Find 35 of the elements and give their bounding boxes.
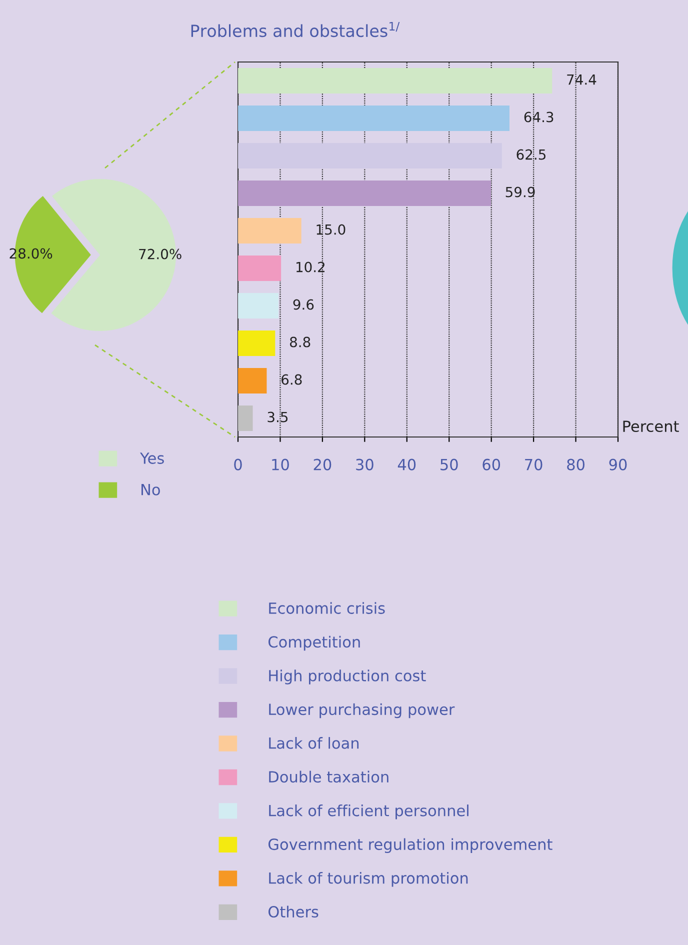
legend-label: Lack of tourism promotion xyxy=(269,872,468,887)
chart-title: Problems and obstacles$^{1/}$ xyxy=(191,22,400,38)
data-label: 72.0% xyxy=(139,248,182,260)
legend-label: Lower purchasing power xyxy=(269,703,455,718)
legend-label: High production cost xyxy=(269,670,426,684)
x-tick-label: 0 xyxy=(234,458,242,470)
x-tick-label: 10 xyxy=(272,458,289,470)
x-tick-label: 30 xyxy=(356,458,374,470)
x-axis-title: Percent xyxy=(623,420,679,432)
x-tick-label: 80 xyxy=(567,458,584,470)
x-tick-label: 20 xyxy=(314,458,332,470)
data-label: 9.6 xyxy=(293,299,314,310)
legend-label: Yes xyxy=(140,452,164,464)
x-tick-label: 70 xyxy=(525,458,542,470)
data-label: 74.4 xyxy=(567,74,596,85)
data-label: 62.5 xyxy=(516,149,546,160)
data-label: 59.9 xyxy=(506,186,535,198)
legend-label: Government regulation improvement xyxy=(268,838,552,854)
x-tick-label: 60 xyxy=(482,458,500,470)
x-tick-label: 50 xyxy=(440,458,458,470)
legend-label: Others xyxy=(268,906,318,918)
data-label: 6.8 xyxy=(282,374,302,385)
x-tick-label: 90 xyxy=(609,458,627,470)
legend-label: Competition xyxy=(268,636,360,651)
data-label: 10.2 xyxy=(296,262,324,272)
data-label: 3.5 xyxy=(268,412,288,422)
data-label: 8.8 xyxy=(290,336,310,348)
legend-label: No xyxy=(142,484,160,496)
legend-label: Double taxation xyxy=(269,770,388,783)
legend-label: Economic crisis xyxy=(269,602,385,614)
legend-label: Lack of loan xyxy=(269,737,359,749)
legend-label: Lack of efficient personnel xyxy=(269,804,468,820)
data-label: 15.0 xyxy=(316,224,346,235)
x-tick-label: 40 xyxy=(398,458,416,470)
data-label: 64.3 xyxy=(524,112,554,122)
